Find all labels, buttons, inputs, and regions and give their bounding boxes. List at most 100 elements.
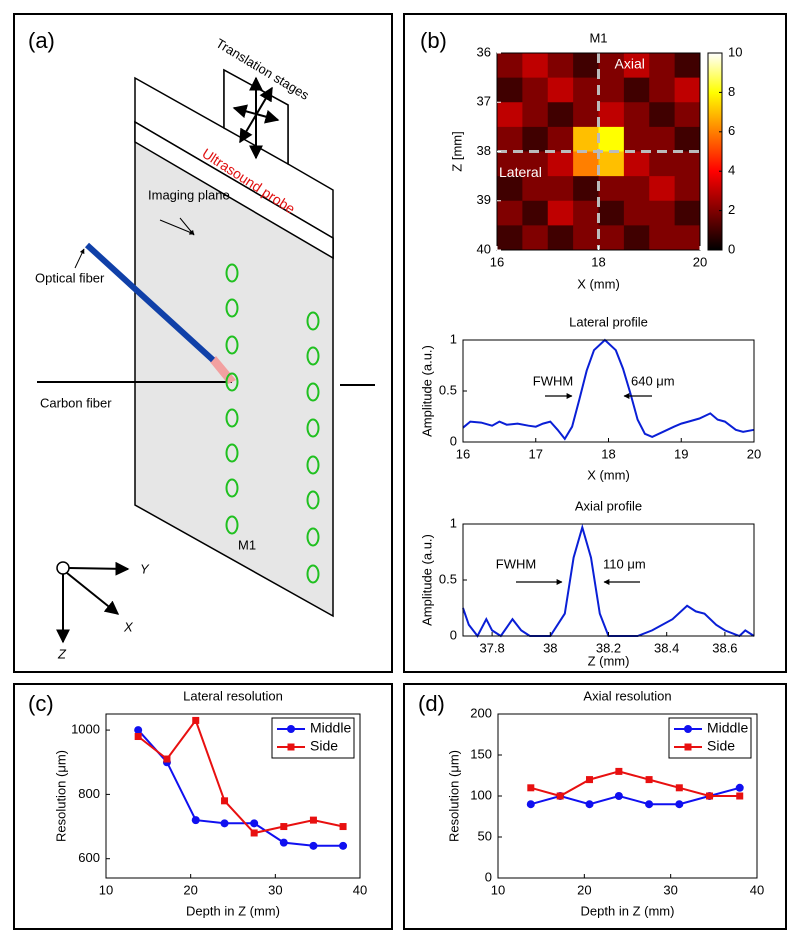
- marker: [735, 783, 744, 792]
- marker: [645, 800, 654, 809]
- heatmap-cell: [497, 151, 523, 177]
- x-tick-label: 20: [747, 446, 761, 461]
- marker: [585, 800, 594, 809]
- annotation: FWHM: [533, 373, 573, 388]
- legend-label: Middle: [707, 720, 748, 736]
- marker: [556, 792, 564, 800]
- marker: [309, 816, 317, 824]
- heatmap-cell: [674, 176, 701, 202]
- heatmap-cell: [547, 200, 574, 226]
- x-tick-label: 40: [750, 882, 764, 897]
- marker: [221, 797, 229, 805]
- legend-label: Middle: [310, 720, 351, 736]
- colorbar-tick-label: 0: [728, 241, 735, 256]
- heatmap-cell: [547, 225, 574, 251]
- heatmap-cell: [649, 53, 676, 79]
- marker: [134, 726, 143, 735]
- heatmap-cell: [522, 225, 549, 251]
- heatmap-cell: [547, 53, 574, 79]
- heatmap-cell: [573, 225, 599, 251]
- diagram: (a) Translation stages Ultrasound probe …: [28, 28, 375, 661]
- y-axis-label: Amplitude (a.u.): [419, 534, 434, 626]
- annotation: FWHM: [496, 556, 536, 571]
- heatmap-cell: [497, 176, 523, 202]
- x-axis-label: Depth in Z (mm): [581, 903, 675, 918]
- x-tick-label: 16: [490, 254, 504, 269]
- heatmap-cell: [649, 176, 676, 202]
- panel-frames: [13, 13, 787, 930]
- y-tick-label: 1000: [71, 722, 100, 737]
- marker: [191, 816, 200, 825]
- x-tick-label: 30: [268, 882, 282, 897]
- y-tick-label: 40: [477, 241, 491, 256]
- x-tick-label: 18: [601, 446, 615, 461]
- x-tick-label: 17: [529, 446, 543, 461]
- target-label: M1: [238, 537, 256, 552]
- heatmap-cell: [522, 102, 549, 128]
- y-tick-label: 1: [450, 515, 457, 530]
- heatmap-cell: [598, 225, 625, 251]
- x-tick-label: 19: [674, 446, 688, 461]
- heatmap-cell: [623, 225, 650, 251]
- y-tick-label: 1: [450, 331, 457, 346]
- line: [462, 523, 755, 638]
- heatmap-cell: [598, 102, 625, 128]
- heatmap-cell: [674, 225, 701, 251]
- marker: [280, 823, 288, 831]
- x-axis-label: Depth in Z (mm): [186, 903, 280, 918]
- y-tick-label: 150: [470, 746, 492, 761]
- heatmap-cell: [547, 176, 574, 202]
- heatmap-cell: [522, 126, 549, 152]
- marker: [615, 767, 623, 775]
- heatmap-cell: [598, 200, 625, 226]
- plane-label: Imaging plane: [148, 187, 230, 202]
- marker: [586, 776, 594, 784]
- x-axis-label: X (mm): [577, 276, 620, 291]
- heatmap-cell: [649, 225, 676, 251]
- y-axis-label: Resolution (μm): [53, 750, 68, 842]
- y-tick-label: 600: [78, 850, 100, 865]
- marker: [675, 784, 683, 792]
- marker: [220, 819, 229, 828]
- optical-fiber-label: Optical fiber: [35, 270, 105, 285]
- heatmap-cell: [547, 102, 574, 128]
- heatmap-cell: [573, 102, 599, 128]
- panel-label: (d): [418, 691, 445, 716]
- panel-label: (a): [28, 28, 55, 53]
- heatmap-cell: [598, 176, 625, 202]
- x-tick-label: 16: [456, 446, 470, 461]
- marker: [706, 792, 714, 800]
- heatmap-cell: [649, 126, 676, 152]
- y-tick-label: 0: [450, 433, 457, 448]
- annotation: 110 μm: [603, 556, 646, 571]
- heatmap-cell: [547, 151, 574, 177]
- marker: [163, 755, 171, 763]
- y-axis-label: Z [mm]: [449, 131, 464, 171]
- x-tick-label: 38: [543, 640, 557, 655]
- x-tick-label: 38.6: [712, 640, 737, 655]
- axis-label: Y: [140, 561, 150, 576]
- heatmap-cell: [623, 200, 650, 226]
- y-tick-label: 38: [477, 143, 491, 158]
- colorbar-tick-label: 6: [728, 123, 735, 138]
- heatmap-cell: [573, 53, 599, 79]
- chart-title: M1: [589, 30, 607, 45]
- heatmap-cell: [623, 126, 650, 152]
- y-tick-label: 0.5: [439, 571, 457, 586]
- legend-marker: [287, 743, 295, 751]
- line: [530, 786, 740, 806]
- line: [462, 338, 755, 441]
- annotation: Axial: [615, 56, 645, 72]
- heatmap-cell: [522, 53, 549, 79]
- legend-marker: [684, 725, 692, 733]
- heatmap-cell: [497, 102, 523, 128]
- heatmap-cell: [598, 53, 625, 79]
- heatmap-cell: [598, 77, 625, 103]
- x-axis-label: Z (mm): [588, 653, 630, 668]
- chart-title: Axial profile: [575, 498, 642, 513]
- marker: [250, 829, 258, 837]
- colorbar-tick-label: 2: [728, 202, 735, 217]
- marker: [134, 733, 142, 741]
